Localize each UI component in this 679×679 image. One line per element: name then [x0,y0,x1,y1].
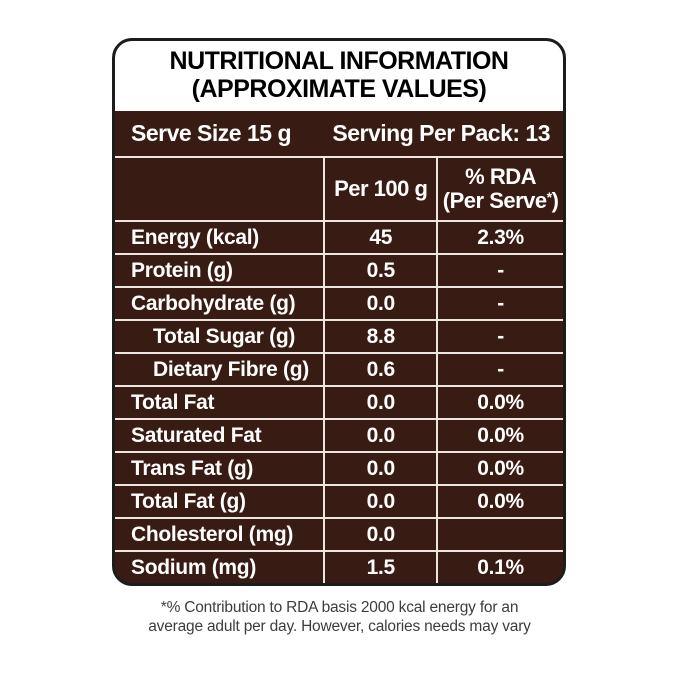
nutrient-label: Carbohydrate (g) [131,291,296,315]
table-row-total-fat-g: Total Fat (g) 0.0 0.0% [115,484,563,517]
nutrient-label: Sodium (mg) [131,555,257,579]
rda-footnote: *% Contribution to RDA basis 2000 kcal e… [0,599,679,636]
per-100g-value: 0.0 [323,387,436,418]
per-100g-value: 45 [323,222,436,253]
per-100g-value: 0.0 [323,453,436,484]
nutrient-label: Total Sugar (g) [153,324,296,348]
rda-value: 0.0% [436,453,563,484]
nutrient-label: Trans Fat (g) [131,456,254,480]
table-row-carbohydrate: Carbohydrate (g) 0.0 - [115,286,563,319]
rda-value: 0.1% [436,552,563,583]
rda-value: 0.0% [436,387,563,418]
per-100g-value: 0.6 [323,354,436,385]
serving-info-row: Serve Size 15 g Serving Per Pack: 13 [115,111,563,156]
rda-value: 2.3% [436,222,563,253]
nutrient-label: Total Fat (g) [131,489,246,513]
table-row-total-fat: Total Fat 0.0 0.0% [115,385,563,418]
per-100g-value: 1.5 [323,552,436,583]
rda-value: - [436,288,563,319]
per-100g-value: 8.8 [323,321,436,352]
column-header-row: Per 100 g % RDA (Per Serve*) [115,156,563,220]
per-100g-value: 0.0 [323,288,436,319]
rda-footnote-line2: average adult per day. However, calories… [148,617,531,635]
table-row-saturated-fat: Saturated Fat 0.0 0.0% [115,418,563,451]
nutrient-label: Energy (kcal) [131,225,259,249]
per-100g-value: 0.5 [323,255,436,286]
table-row-sodium: Sodium (mg) 1.5 0.1% [115,550,563,583]
nutrient-label: Total Fat [131,390,215,414]
table-row-protein: Protein (g) 0.5 - [115,253,563,286]
rda-value: - [436,354,563,385]
rda-header-line2: (Per Serve*) [442,188,559,213]
column-header-rda: % RDA (Per Serve*) [436,158,563,220]
per-100g-value: 0.0 [323,420,436,451]
table-row-energy: Energy (kcal) 45 2.3% [115,220,563,253]
per-100g-value: 0.0 [323,486,436,517]
nutrient-label: Cholesterol (mg) [131,522,294,546]
rda-header-line1: % RDA [465,164,537,190]
table-row-cholesterol: Cholesterol (mg) 0.0 [115,517,563,550]
panel-title: NUTRITIONAL INFORMATION (APPROXIMATE VAL… [115,41,563,111]
nutrition-facts-panel: NUTRITIONAL INFORMATION (APPROXIMATE VAL… [112,38,566,586]
servings-per-pack-text: Serving Per Pack: 13 [332,120,550,146]
rda-value: 0.0% [436,486,563,517]
table-row-dietary-fibre: Dietary Fibre (g) 0.6 - [115,352,563,385]
panel-title-line2: (APPROXIMATE VALUES) [191,74,487,103]
panel-title-line1: NUTRITIONAL INFORMATION [169,47,509,75]
table-row-trans-fat: Trans Fat (g) 0.0 0.0% [115,451,563,484]
rda-footnote-line1: *% Contribution to RDA basis 2000 kcal e… [160,599,519,616]
rda-value: 0.0% [436,420,563,451]
serve-size-text: Serve Size 15 g [131,120,292,146]
nutrient-label: Saturated Fat [131,423,262,447]
column-header-per-100g: Per 100 g [323,158,436,220]
rda-value: - [436,255,563,286]
column-header-nutrient [115,158,323,220]
nutrition-table-body: Energy (kcal) 45 2.3% Protein (g) 0.5 - … [115,220,563,583]
per-100g-value: 0.0 [323,519,436,550]
nutrient-label: Dietary Fibre (g) [153,357,309,381]
rda-value [436,519,563,550]
rda-value: - [436,321,563,352]
table-row-total-sugar: Total Sugar (g) 8.8 - [115,319,563,352]
rda-asterisk: * [546,189,552,205]
nutrient-label: Protein (g) [131,258,233,282]
